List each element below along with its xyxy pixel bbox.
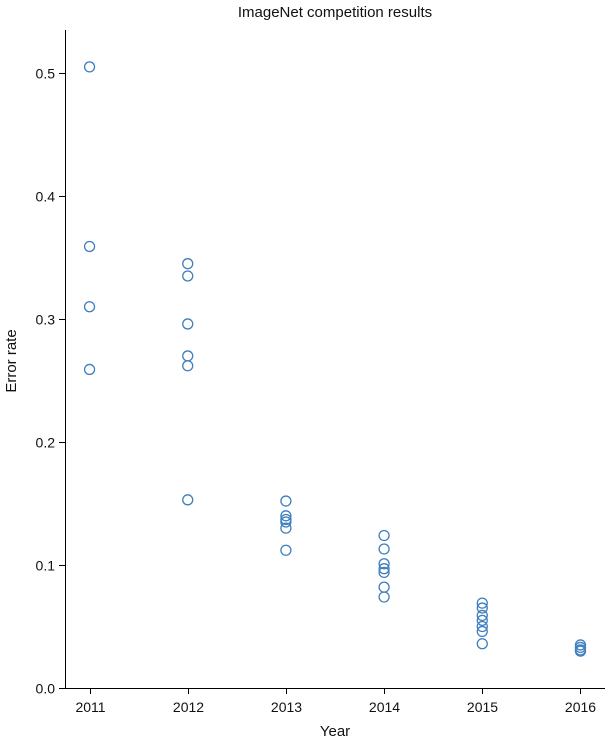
data-point [476, 638, 488, 650]
data-point [378, 563, 390, 575]
data-point [574, 645, 587, 657]
y-tick-label: 0.5 [36, 66, 56, 82]
data-point [476, 609, 488, 622]
data-point [280, 544, 292, 556]
data-point [476, 602, 488, 614]
data-point [83, 363, 96, 376]
chart-title: ImageNet competition results [238, 4, 432, 21]
y-tick-label: 0.4 [36, 189, 56, 205]
x-tick-label: 2013 [271, 699, 302, 715]
data-points [83, 61, 587, 657]
x-tick-label: 2014 [369, 699, 400, 715]
data-point [378, 591, 390, 603]
data-point [83, 61, 96, 73]
data-point [182, 494, 194, 506]
data-point [378, 543, 390, 555]
data-point [476, 625, 488, 638]
data-point [280, 510, 292, 522]
data-point [280, 522, 292, 534]
data-point [182, 360, 194, 372]
y-tick-label: 0.0 [36, 681, 56, 697]
y-tick-label: 0.1 [36, 558, 56, 574]
data-point [182, 350, 194, 362]
x-tick-label: 2015 [467, 699, 498, 715]
y-axis-label: Error rate [3, 329, 20, 392]
data-point [280, 495, 292, 507]
x-tick-label: 2016 [565, 699, 596, 715]
data-point [476, 614, 488, 627]
y-ticks: 0.0 0.1 0.2 0.3 0.4 0.5 [36, 66, 65, 697]
x-ticks: 2011 2012 2013 2014 2015 2016 [75, 688, 596, 715]
data-point [476, 620, 488, 633]
data-point [83, 301, 96, 313]
data-point [378, 558, 390, 570]
data-point [83, 240, 96, 253]
data-point [378, 581, 390, 593]
x-axis-label: Year [320, 723, 350, 740]
y-tick-label: 0.2 [36, 435, 56, 451]
x-tick-label: 2012 [173, 699, 204, 715]
data-point [378, 566, 390, 579]
axes [65, 30, 605, 689]
y-tick-label: 0.3 [36, 312, 56, 328]
data-point [182, 318, 194, 330]
data-point [378, 529, 390, 542]
data-point [476, 597, 488, 609]
data-point [182, 270, 194, 282]
x-tick-label: 2011 [75, 699, 105, 715]
data-point [280, 516, 292, 528]
data-point [182, 258, 194, 270]
